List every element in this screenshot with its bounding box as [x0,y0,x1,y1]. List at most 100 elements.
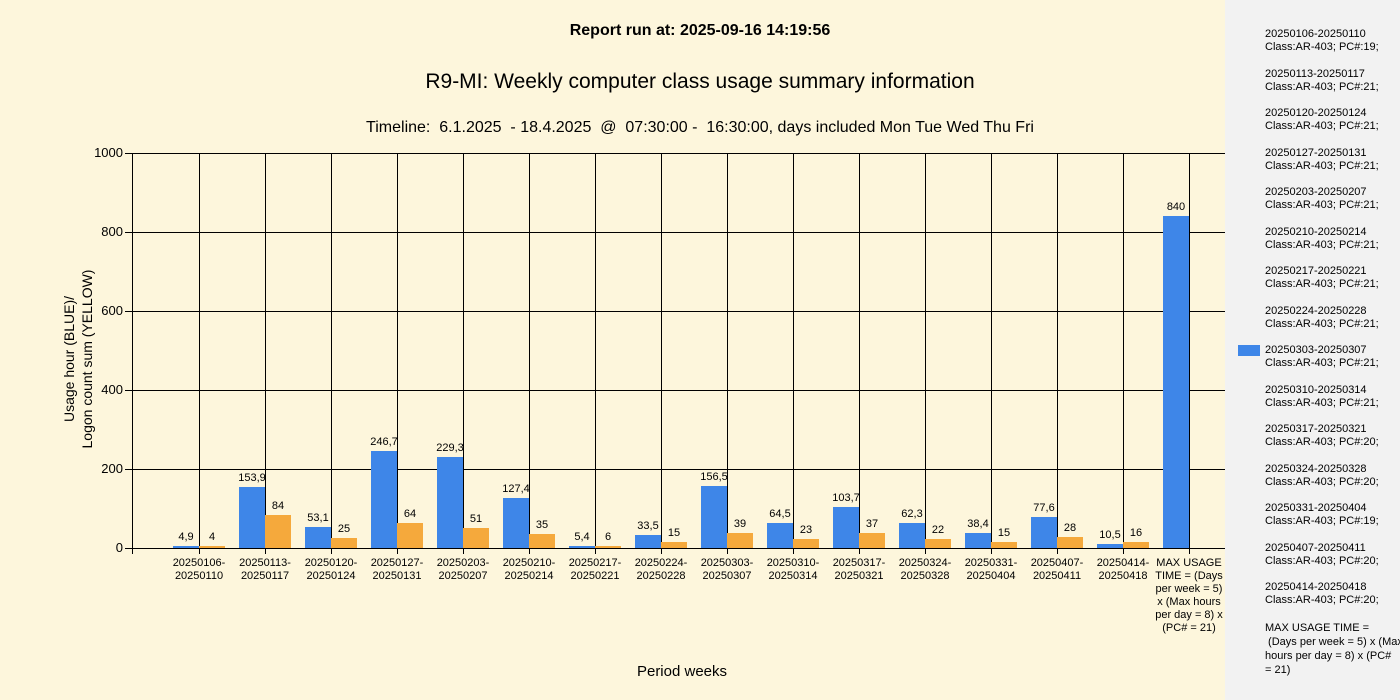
bar-value-label: 38,4 [967,518,989,530]
bar-value-label: 156,5 [700,471,728,483]
legend-item-range: 20250324-20250328 [1265,462,1367,475]
legend-item: 20250331-20250404 Class:AR-403; PC#:19; [1265,502,1395,528]
v-gridline [529,153,530,548]
y-axis-tick [125,232,133,233]
bar-usage-hour [305,527,331,548]
x-category-label: 20250224-20250228 [634,557,688,582]
bar-value-label: 10,5 [1099,529,1121,541]
bar-value-label: 35 [535,519,549,531]
plot-area: 0 200 400 600 800 1000 4,9 4 20250106-20250110 15… [94,145,1233,634]
bar-value-label: 229,3 [436,442,464,454]
legend-item-range: 20250317-20250321 [1265,423,1367,435]
legend-item-range: 20250120-20250124 [1265,107,1367,119]
bar-logon-count [199,546,225,548]
bar-value-label: 28 [1063,522,1077,534]
bar-value-label: 33,5 [637,520,659,532]
legend-item-range: 20250310-20250314 [1265,383,1367,396]
bar-usage-hour [437,457,463,548]
legend-item: 20250303-20250307 Class:AR-403; PC#:21; [1265,344,1395,370]
legend-item: 20250210-20250214 Class:AR-403; PC#:21; [1265,226,1395,252]
legend-item-detail: Class:AR-403; PC#:20; [1265,554,1379,567]
h-gridline [133,469,1229,470]
y-tick-label: 800 [101,224,123,239]
bar-value-label: 62,3 [901,508,923,520]
x-axis-tick [397,548,398,554]
legend-panel: 20250106-20250110 Class:AR-403; PC#:19; 20… [1225,0,1400,700]
x-axis-tick [331,548,332,554]
bar-value-label: 53,1 [307,512,329,524]
v-gridline [397,153,398,548]
v-gridline [1057,153,1058,548]
x-category-label: 20250310-20250314 [766,557,820,582]
bar-usage-hour [899,523,925,548]
x-category-label: MAX USAGE TIME = (Days per week = 5) x (… [1155,557,1223,634]
bar-logon-count [529,534,555,548]
bar-usage-hour [833,507,859,548]
bar-usage-hour [371,451,397,548]
x-category-label: 20250331-20250404 [964,557,1018,582]
bar-value-label: 840 [1166,201,1186,213]
x-axis-title: Period weeks [636,663,728,680]
legend-item-detail: Class:AR-403; PC#:21; [1265,357,1379,369]
bar-logon-count [727,533,753,548]
bar-value-label: 5,4 [574,531,590,543]
legend-item-detail: Class:AR-403; PC#:21; [1265,199,1379,211]
legend-item-detail: Class:AR-403; PC#:20; [1265,436,1379,448]
x-axis-tick [463,548,464,554]
x-axis-tick [727,548,728,554]
v-gridline [199,153,200,548]
v-gridline [925,153,926,548]
bar-value-label: 4,9 [178,531,194,543]
legend-item-detail: Class:AR-403; PC#:21; [1265,278,1379,290]
legend-item: 20250224-20250228 Class:AR-403; PC#:21; [1265,305,1395,331]
bar-usage-hour [701,486,727,548]
bar-value-label: 127,4 [502,483,530,495]
legend-item: 20250127-20250131 Class:AR-403; PC#:21; [1265,147,1395,173]
legend-item: 20250324-20250328 Class:AR-403; PC#:20; [1265,463,1395,489]
legend-item: 20250310-20250314 Class:AR-403; PC#:21; [1265,384,1395,410]
x-category-label: 20250217-20250221 [568,557,622,582]
bar-value-label: 15 [997,527,1011,539]
x-category-label: 20250414-20250418 [1096,557,1150,582]
bar-value-label: 25 [337,523,351,535]
legend-item: 20250317-20250321 Class:AR-403; PC#:20; [1265,423,1395,449]
bar-value-label: 246,7 [370,436,398,448]
legend-item: 20250414-20250418 Class:AR-403; PC#:20; [1265,581,1395,607]
v-gridline [859,153,860,548]
x-axis-tick [1123,548,1124,554]
x-axis-tick [1057,548,1058,554]
y-axis-tick [125,311,133,312]
bar-logon-count [859,533,885,548]
x-axis-tick [1189,548,1190,554]
bar-usage-hour [1031,517,1057,548]
bar-logon-count [463,528,489,548]
x-category-label: 20250210-20250214 [502,557,556,582]
legend-item-range: 20250331-20250404 [1265,502,1367,514]
v-gridline [595,153,596,548]
y-axis-tick [125,153,133,154]
legend-item-detail: Class:AR-403; PC#:21; [1265,120,1379,132]
legend-item: 20250106-20250110 Class:AR-403; PC#:19; [1265,28,1395,54]
legend-item-range: 20250414-20250418 [1265,581,1367,593]
x-category-label: 20250127-20250131 [370,557,424,582]
y-axis-tick [125,548,133,549]
y-tick-label: 0 [115,540,123,555]
bar-usage-hour [1097,544,1123,548]
legend-item-detail: Class:AR-403; PC#:19; [1265,41,1379,53]
x-category-label: 20250113-20250117 [239,557,291,582]
bar-logon-count [925,539,951,548]
bar-value-label: 16 [1129,527,1143,539]
y-tick-label: 1000 [94,145,123,160]
bar-value-label: 15 [667,527,681,539]
bar-logon-count [331,538,357,548]
legend-item-detail: Class:AR-403; PC#:19; [1265,515,1379,527]
legend-item: 20250407-20250411 Class:AR-403; PC#:20; [1265,542,1395,568]
legend-max-usage-note: MAX USAGE TIME = (Days per week = 5) x (… [1265,621,1400,676]
h-gridline [133,390,1229,391]
legend-item: 20250203-20250207 Class:AR-403; PC#:21; [1265,186,1395,212]
y-tick-label: 400 [101,382,123,397]
legend-item-range: 20250106-20250110 [1265,28,1366,40]
legend-item-range: 20250407-20250411 [1265,541,1366,554]
x-category-label: 20250324-20250328 [898,557,952,582]
